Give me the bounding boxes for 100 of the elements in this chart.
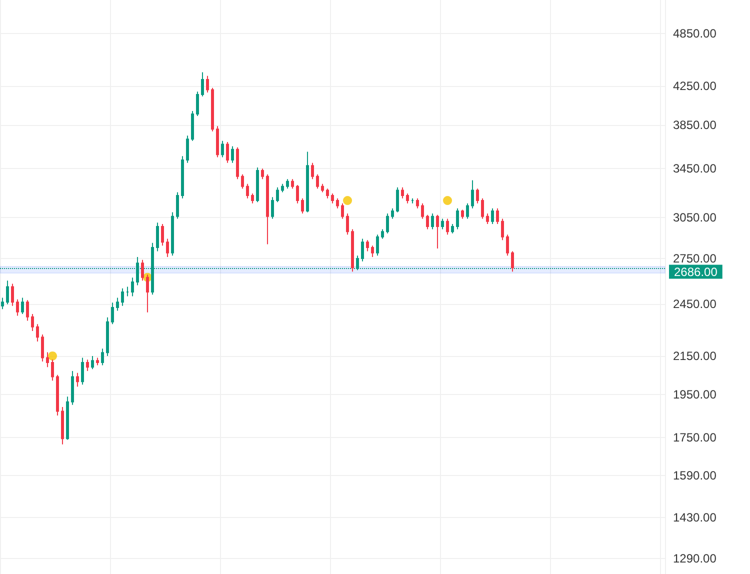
- y-tick-label: 2150.00: [673, 348, 717, 363]
- candlestick: [471, 180, 474, 209]
- candlestick: [226, 141, 229, 164]
- candlestick: [51, 359, 54, 382]
- candlestick: [301, 198, 304, 214]
- point: [48, 351, 57, 360]
- y-tick-label: 1950.00: [673, 388, 717, 402]
- candlestick: [86, 359, 89, 372]
- candlestick: [451, 223, 454, 234]
- candlestick: [476, 188, 479, 204]
- candlestick: [386, 213, 389, 234]
- candlestick: [496, 208, 499, 224]
- candlestick: [166, 238, 169, 258]
- candlestick: [501, 218, 504, 241]
- candlestick: [461, 209, 464, 220]
- candlestick: [116, 297, 119, 312]
- candlestick: [216, 126, 219, 158]
- point: [443, 196, 452, 206]
- y-tick-label: 3450.00: [673, 162, 717, 176]
- candlestick: [66, 396, 69, 440]
- candlestick: [456, 208, 459, 230]
- candlestick: [261, 168, 264, 180]
- candlestick: [296, 184, 299, 204]
- candlestick: [196, 91, 199, 116]
- candlestick: [221, 140, 224, 158]
- candlestick: [351, 228, 354, 272]
- candlestick: [271, 196, 274, 220]
- candlestick: [71, 370, 74, 406]
- candlestick: [401, 186, 404, 199]
- candlestick: [191, 110, 194, 142]
- candlestick: [206, 75, 209, 94]
- candlestick: [121, 288, 124, 306]
- candlestick: [26, 300, 29, 322]
- candlestick: [256, 166, 259, 203]
- candlestick: [361, 238, 364, 262]
- candlestick: [326, 188, 329, 199]
- candlestick: [491, 208, 494, 224]
- candlestick: [186, 135, 189, 164]
- y-tick-label: 1590.00: [673, 468, 717, 482]
- candlestick: [266, 174, 269, 245]
- y-tick-label: 4250.00: [673, 78, 717, 93]
- candlestick: [276, 186, 279, 203]
- candlestick: [171, 212, 174, 256]
- candlestick: [106, 316, 109, 356]
- candlestick: [181, 156, 184, 199]
- candlestick: [431, 213, 434, 230]
- ref-line-label: 2686.00: [674, 264, 718, 279]
- y-tick-label: 4850.00: [673, 26, 717, 41]
- y-tick-label: 1750.00: [673, 430, 717, 445]
- y-tick-label: 3050.00: [673, 210, 717, 224]
- candlestick: [211, 87, 214, 132]
- candlestick: [426, 214, 429, 230]
- candlestick: [446, 218, 449, 236]
- y-tick-label: 3850.00: [673, 118, 717, 132]
- candlestick: [421, 202, 424, 220]
- candlestick: [146, 274, 149, 313]
- candlestick: [481, 198, 484, 220]
- candlestick: [281, 183, 284, 193]
- candlestick: [306, 151, 309, 213]
- candlestick: [6, 280, 9, 305]
- candlestick: [331, 192, 334, 204]
- candlestick: [311, 162, 314, 180]
- candlestick: [126, 286, 129, 297]
- candlestick: [1, 297, 4, 310]
- candlestick: [441, 218, 444, 230]
- candlestick: [396, 186, 399, 213]
- candlestick: [241, 174, 244, 190]
- candlestick: [31, 314, 34, 332]
- candlestick: [246, 183, 249, 199]
- candlestick: [91, 355, 94, 370]
- candlestick: [101, 348, 104, 366]
- candlestick: [201, 72, 204, 97]
- candlestick: [486, 213, 489, 224]
- candlestick: [56, 374, 59, 416]
- candlestick: [161, 223, 164, 246]
- candlestick: [376, 234, 379, 256]
- candlestick: [366, 240, 369, 252]
- candlestick: [406, 192, 409, 204]
- candlestick: [36, 324, 39, 342]
- candlestick: [231, 146, 234, 164]
- y-tick-label: 1430.00: [673, 510, 717, 525]
- y-tick-label: 2450.00: [673, 297, 717, 312]
- candlestick: [76, 372, 79, 388]
- candlestick: [321, 183, 324, 193]
- candlestick: [156, 222, 159, 252]
- candlestick: [316, 174, 319, 190]
- candlestick: [176, 192, 179, 220]
- candlestick: [131, 277, 134, 297]
- candlestick: [371, 245, 374, 258]
- candlestick: [341, 202, 344, 220]
- y-tick-label: 2750.00: [673, 251, 717, 266]
- point: [343, 196, 352, 206]
- candlestick: [111, 302, 114, 325]
- candlestick: [436, 214, 439, 249]
- candlestick: [336, 198, 339, 209]
- y-tick-label: 1290.00: [673, 551, 717, 566]
- candlestick: [61, 406, 64, 445]
- candlestick: [141, 259, 144, 282]
- candlestick: [251, 192, 254, 204]
- candlestick: [81, 357, 84, 386]
